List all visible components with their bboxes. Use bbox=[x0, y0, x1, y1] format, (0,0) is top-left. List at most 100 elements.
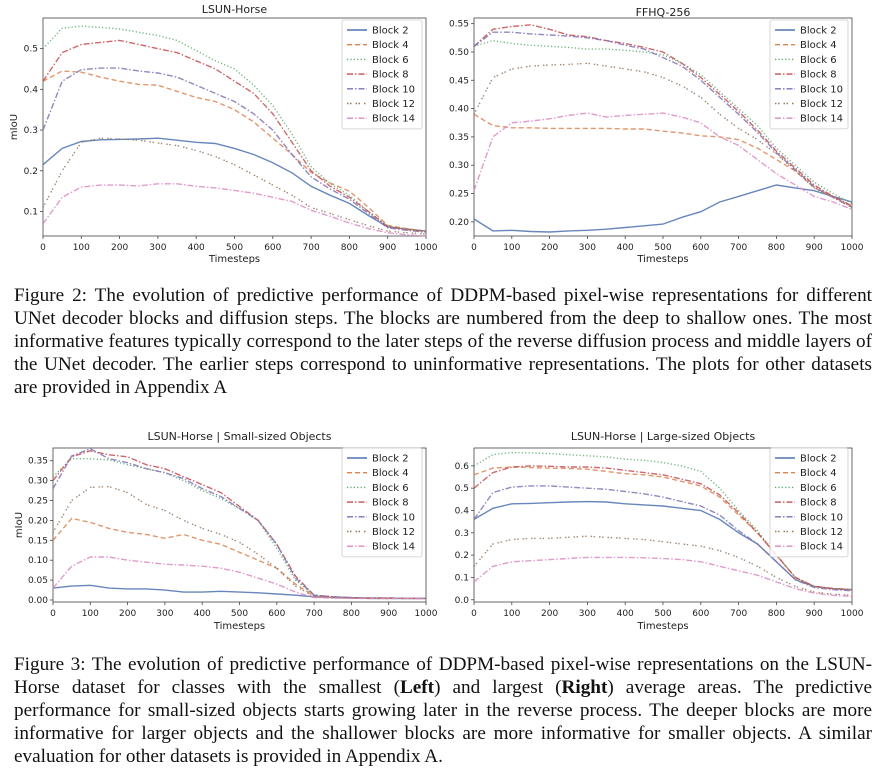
y-axis-label: mIoU bbox=[444, 114, 447, 140]
x-axis-label: Timesteps bbox=[213, 621, 265, 632]
legend-label-block-6: Block 6 bbox=[372, 55, 409, 66]
x-tick-label: 0 bbox=[40, 243, 46, 253]
x-tick-label: 700 bbox=[730, 609, 747, 619]
y-tick-label: 0.4 bbox=[24, 85, 39, 95]
figure-3-caption-part2: ) and largest ( bbox=[434, 677, 562, 698]
x-tick-label: 700 bbox=[303, 243, 320, 253]
x-tick-label: 0 bbox=[50, 609, 56, 619]
x-tick-label: 1000 bbox=[841, 609, 864, 619]
x-tick-label: 800 bbox=[768, 609, 785, 619]
x-tick-label: 500 bbox=[654, 609, 671, 619]
x-tick-label: 500 bbox=[231, 609, 248, 619]
series-line-block-14 bbox=[473, 556, 853, 598]
legend-label-block-8: Block 8 bbox=[372, 498, 409, 509]
series-line-block-12 bbox=[42, 137, 427, 235]
legend-label-block-4: Block 4 bbox=[372, 40, 409, 51]
y-tick-label: 0.10 bbox=[28, 556, 48, 566]
x-tick-label: 1000 bbox=[841, 243, 864, 253]
chart-title: LSUN-Horse bbox=[202, 3, 268, 16]
series-line-block-6 bbox=[473, 39, 853, 205]
x-tick-label: 0 bbox=[471, 243, 477, 253]
y-axis-label: mIoU bbox=[444, 512, 447, 538]
x-tick-label: 400 bbox=[194, 609, 211, 619]
y-tick-label: 0.2 bbox=[24, 167, 38, 177]
series-line-block-4 bbox=[52, 517, 426, 600]
x-tick-label: 100 bbox=[82, 609, 99, 619]
x-tick-label: 700 bbox=[730, 243, 747, 253]
x-tick-label: 400 bbox=[617, 243, 634, 253]
legend-label-block-8: Block 8 bbox=[800, 498, 837, 509]
x-tick-label: 300 bbox=[156, 609, 173, 619]
legend-label-block-10: Block 10 bbox=[800, 512, 843, 523]
y-tick-label: 0.50 bbox=[449, 48, 469, 58]
y-tick-label: 0.2 bbox=[455, 551, 469, 561]
legend-box bbox=[769, 447, 849, 558]
legend-label-block-2: Block 2 bbox=[372, 26, 409, 37]
x-tick-label: 100 bbox=[73, 243, 90, 253]
series-line-block-2 bbox=[473, 184, 853, 233]
chart-lsun-horse-large-objects: LSUN-Horse | Large-sized Objects 0 100 200 3… bbox=[444, 430, 864, 632]
series-line-block-8 bbox=[473, 465, 853, 591]
x-axis-label: Timesteps bbox=[636, 621, 688, 632]
x-tick-label: 400 bbox=[188, 243, 205, 253]
legend-label-block-2: Block 2 bbox=[800, 26, 837, 37]
series-line-block-10 bbox=[52, 448, 426, 600]
series-line-block-4 bbox=[473, 113, 853, 207]
legend-label-block-8: Block 8 bbox=[800, 70, 837, 81]
y-tick-label: 0.35 bbox=[28, 457, 48, 467]
legend-label-block-14: Block 14 bbox=[800, 542, 843, 553]
legend-label-block-14: Block 14 bbox=[800, 114, 843, 125]
x-tick-label: 100 bbox=[503, 243, 520, 253]
x-tick-label: 800 bbox=[343, 609, 360, 619]
legend-label-block-10: Block 10 bbox=[372, 512, 415, 523]
x-tick-label: 400 bbox=[617, 609, 634, 619]
x-tick-label: 300 bbox=[579, 243, 596, 253]
series-line-block-6 bbox=[42, 25, 427, 232]
series-line-block-2 bbox=[473, 500, 853, 591]
legend-label-block-4: Block 4 bbox=[800, 40, 837, 51]
y-tick-label: 0.55 bbox=[449, 20, 469, 30]
chart-title: LSUN-Horse | Large-sized Objects bbox=[571, 430, 756, 443]
y-tick-label: 0.20 bbox=[28, 516, 48, 526]
legend-label-block-2: Block 2 bbox=[372, 454, 409, 465]
legend-label-block-6: Block 6 bbox=[800, 483, 837, 494]
figure-3-caption-left: Left bbox=[399, 677, 435, 698]
x-tick-label: 300 bbox=[149, 243, 166, 253]
legend-box bbox=[341, 19, 423, 130]
x-tick-label: 600 bbox=[692, 609, 709, 619]
legend-box bbox=[341, 447, 423, 558]
y-tick-label: 0.3 bbox=[24, 126, 38, 136]
legend-label-block-12: Block 12 bbox=[372, 527, 415, 538]
x-tick-label: 900 bbox=[806, 609, 823, 619]
y-tick-label: 0.40 bbox=[449, 105, 469, 115]
x-tick-label: 200 bbox=[541, 609, 558, 619]
legend-label-block-12: Block 12 bbox=[372, 99, 415, 110]
series-line-block-12 bbox=[473, 62, 853, 209]
x-tick-label: 100 bbox=[503, 609, 520, 619]
legend-label-block-4: Block 4 bbox=[800, 468, 837, 479]
y-tick-label: 0.1 bbox=[24, 208, 38, 218]
chart-title: FFHQ-256 bbox=[636, 6, 691, 19]
legend-label-block-2: Block 2 bbox=[800, 454, 837, 465]
series-line-block-8 bbox=[42, 39, 427, 233]
series-line-block-14 bbox=[42, 183, 427, 237]
series-line-block-2 bbox=[42, 137, 427, 232]
x-tick-label: 0 bbox=[471, 609, 477, 619]
y-axis-label: mIoU bbox=[14, 512, 25, 538]
series-line-block-10 bbox=[473, 485, 853, 592]
legend-label-block-8: Block 8 bbox=[372, 70, 409, 81]
x-axis-label: Timesteps bbox=[636, 254, 688, 265]
legend-label-block-6: Block 6 bbox=[372, 483, 409, 494]
y-tick-label: 0.3 bbox=[455, 529, 469, 539]
y-tick-label: 0.5 bbox=[24, 45, 38, 55]
y-tick-label: 0.1 bbox=[455, 573, 469, 583]
x-tick-label: 300 bbox=[579, 609, 596, 619]
series-line-block-10 bbox=[473, 31, 853, 208]
legend-label-block-10: Block 10 bbox=[800, 84, 843, 95]
y-tick-label: 0.00 bbox=[28, 596, 48, 606]
x-tick-label: 800 bbox=[341, 243, 358, 253]
y-tick-label: 0.0 bbox=[455, 596, 470, 606]
figure-3-caption-part3: ) average areas. The predictive performa… bbox=[14, 677, 873, 767]
x-tick-label: 600 bbox=[264, 243, 281, 253]
figure-3-caption: Figure 3: The evolution of predictive pe… bbox=[14, 653, 872, 768]
